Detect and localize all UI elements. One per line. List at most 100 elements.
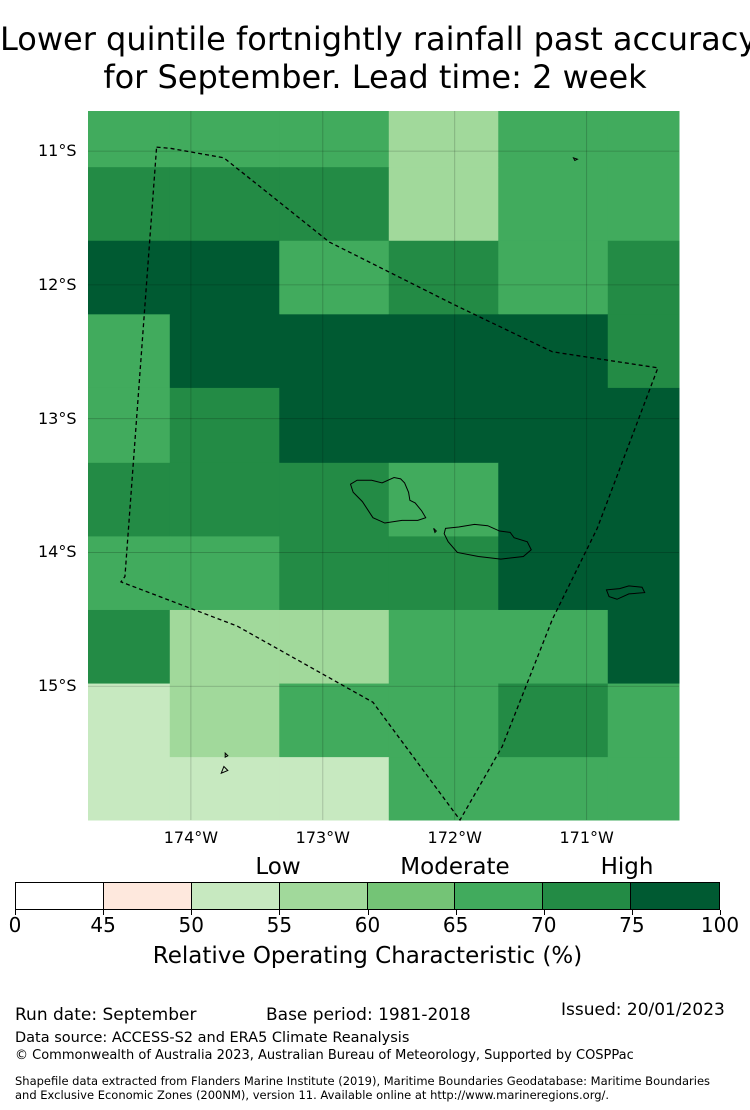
grid-cell [169,609,280,685]
colorbar-segment [191,883,280,909]
grid-cell [279,609,390,685]
run-date-text: Run date: September [15,1005,197,1025]
grid-cell [498,111,609,168]
latitude-label: 13°S [38,408,77,428]
tutuila-coastline [605,585,646,600]
grid-cell [169,240,280,315]
category-high-label: High [600,854,654,880]
grid-cell [279,536,390,611]
colorbar-tick-mark [103,910,105,915]
colorbar-segment [16,883,104,909]
colorbar-tick-mark [191,910,193,915]
grid-cell [169,167,280,242]
grid-cell [88,683,171,758]
grid-cell [607,536,680,611]
grid-cell [88,609,171,685]
data-source-text: Data source: ACCESS-S2 and ERA5 Climate … [15,1030,410,1046]
longitude-label: 171°W [559,828,614,847]
islet-coastline [220,765,229,775]
latitude-label: 15°S [38,676,77,696]
savaii-coastline [349,477,427,524]
grid-cell [169,757,280,821]
roc-accuracy-map [88,111,680,822]
colorbar-tick-mark [279,910,281,915]
colorbar-segment [455,883,544,909]
grid-cell [498,387,609,464]
colorbar-tick-mark [631,910,633,915]
grid-cell [279,683,390,758]
latitude-label: 11°S [38,141,77,161]
longitude-label: 174°W [163,828,219,847]
grid-cell [279,462,390,537]
grid-cell [498,314,609,389]
grid-cell [279,387,390,464]
grid-cell [388,387,499,464]
grid-cell [279,314,390,389]
grid-cell [607,462,680,537]
grid-cell [498,757,609,821]
shapefile-credit-line-1: Shapefile data extracted from Flanders M… [15,1074,711,1088]
colorbar-tick-mark [15,910,16,915]
grid-cell [169,387,280,464]
issued-date-text: Issued: 20/01/2023 [561,1000,725,1020]
colorbar-tick-label: 100 [700,913,740,937]
grid-cell [88,240,171,315]
colorbar-tick-label: 50 [178,913,204,937]
grid-cell [388,757,499,821]
category-low-label: Low [255,854,301,880]
grid-cell [279,111,390,168]
grid-cell [607,387,680,464]
shapefile-credit-line-2: and Exclusive Economic Zones (200NM), ve… [15,1088,610,1102]
longitude-label: 173°W [295,828,350,847]
colorbar-tick-label: 55 [266,913,293,937]
colorbar-tick-mark [367,910,369,915]
grid-cell [388,683,499,758]
category-moderate-label: Moderate [400,854,510,880]
grid-cell [388,536,499,611]
grid-cell [169,111,280,168]
roc-colorbar [15,882,720,910]
grid-cell [498,167,609,242]
grid-cell [88,536,171,611]
grid-cell [498,536,609,611]
grid-cell [279,167,390,242]
colorbar-segment [279,883,368,909]
map-title-line-1: Lower quintile fortnightly rainfall past… [0,20,750,58]
grid-cell [88,757,171,821]
grid-cell [607,609,680,685]
colorbar-tick-label: 65 [442,913,469,937]
grid-cell [607,167,680,242]
colorbar-tick-label: 60 [354,913,381,937]
grid-cell [498,462,609,537]
base-period-text: Base period: 1981-2018 [266,1005,471,1025]
grid-cell [607,240,680,315]
colorbar-tick-label: 45 [90,913,116,937]
colorbar-tick-label: 0 [8,913,22,937]
islet-coastline [433,528,437,534]
colorbar-segment [103,883,192,909]
colorbar-axis-label: Relative Operating Characteristic (%) [152,943,583,969]
colorbar-segment [543,883,632,909]
longitude-label: 172°W [427,828,482,847]
grid-cell [607,314,680,389]
grid-cell [607,757,680,821]
colorbar-segment [631,883,719,909]
grid-cell [279,757,390,821]
colorbar-segment [367,883,456,909]
colorbar-tick-mark [543,910,545,915]
grid-cell [279,240,390,315]
grid-cell [388,167,499,242]
grid-cell [388,314,499,389]
islet-coastline [572,156,579,162]
colorbar-tick-mark [455,910,457,915]
upolu-coastline [443,523,532,560]
copyright-text: © Commonwealth of Australia 2023, Austra… [15,1048,634,1063]
islet-coastline [224,751,229,758]
grid-cell [388,240,499,315]
latitude-label: 14°S [38,542,77,562]
grid-cell [498,609,609,685]
grid-cell [388,111,499,168]
grid-cell [88,387,171,464]
colorbar-tick-label: 70 [531,913,557,937]
grid-cell [169,314,280,389]
